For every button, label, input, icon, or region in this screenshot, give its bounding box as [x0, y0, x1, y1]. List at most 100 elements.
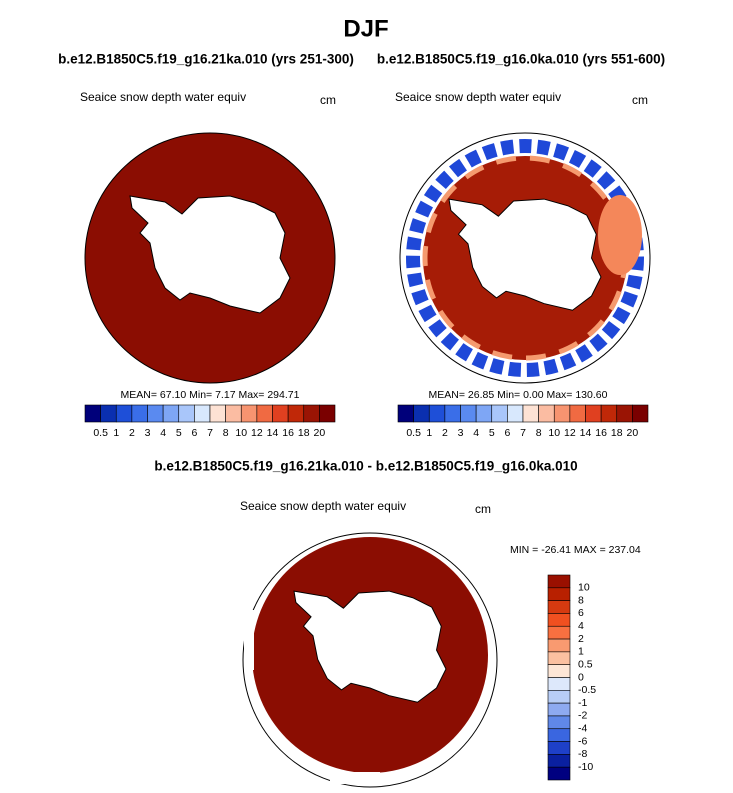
- colorbar-box: [547, 613, 571, 627]
- colorbar-box: [240, 404, 258, 423]
- colorbar-box: [225, 404, 242, 423]
- colorbar-box: [547, 625, 571, 640]
- colorbar-box: [547, 754, 571, 768]
- colorbar-label: 0.5: [578, 658, 593, 670]
- colorbar-label: 20: [627, 427, 639, 439]
- colorbar-label: 16: [595, 427, 607, 439]
- colorbar-box: [272, 404, 289, 423]
- colorbar-label: 6: [578, 607, 584, 619]
- colorbar-box: [547, 587, 571, 601]
- colorbar-label: 14: [580, 427, 592, 439]
- subtitle: b.e12.B1850C5.f19_g16.21ka.010 (yrs 251-…: [58, 52, 354, 67]
- colorbar-box: [547, 677, 571, 691]
- colorbar-label: 7: [520, 427, 526, 439]
- panel-label: Seaice snow depth water equiv: [240, 499, 406, 513]
- colorbar-box: [600, 404, 618, 423]
- colorbar-label: 0.5: [93, 427, 108, 439]
- colorbar-box: [547, 741, 571, 755]
- units: cm: [475, 502, 491, 516]
- colorbar-box: [209, 404, 226, 423]
- colorbar-box: [287, 404, 305, 423]
- colorbar-box: [491, 404, 508, 423]
- colorbar-label: 0: [578, 671, 584, 683]
- colorbar-box: [538, 404, 555, 423]
- colorbar-label: 2: [129, 427, 135, 439]
- colorbar-box: [460, 404, 477, 423]
- colorbar-box: [547, 600, 571, 614]
- colorbar-label: 10: [578, 582, 590, 594]
- colorbar-box: [428, 404, 446, 423]
- colorbar-label: 8: [223, 427, 229, 439]
- colorbar-label: 5: [489, 427, 495, 439]
- colorbar-box: [319, 404, 336, 423]
- colorbar-box: [194, 404, 211, 423]
- units: cm: [320, 93, 336, 107]
- colorbar-label: 14: [267, 427, 279, 439]
- panel-label: Seaice snow depth water equiv: [395, 90, 561, 104]
- colorbar-box: [585, 404, 602, 423]
- colorbar-label: 8: [578, 594, 584, 606]
- colorbar-label: -6: [578, 735, 587, 747]
- colorbar-box: [131, 404, 148, 423]
- colorbar-label: 12: [251, 427, 263, 439]
- colorbar-box: [84, 404, 101, 423]
- colorbar-box: [444, 404, 461, 423]
- colorbar-label: 0.5: [406, 427, 421, 439]
- colorbar-box: [553, 404, 571, 423]
- colorbar-box: [547, 664, 571, 678]
- colorbar-label: -10: [578, 761, 593, 773]
- colorbar-label: -4: [578, 723, 587, 735]
- colorbar-box: [547, 651, 571, 665]
- colorbar-label: -0.5: [578, 684, 596, 696]
- stats: MEAN= 67.10 Min= 7.17 Max= 294.71: [121, 389, 300, 401]
- colorbar-label: 8: [536, 427, 542, 439]
- colorbar-box: [178, 404, 195, 423]
- stats: MIN = -26.41 MAX = 237.04: [510, 544, 641, 556]
- colorbar-box: [547, 702, 571, 717]
- colorbar-box: [507, 404, 524, 423]
- map: [399, 132, 651, 384]
- colorbars: 0.5 1 2 3 4 5 6 7 8 10 12 14 16 18 20 0.5 1 2 3 4 5 6 7 8 10 12 14…: [84, 404, 649, 781]
- colorbar-label: 10: [235, 427, 247, 439]
- colorbar-label: 4: [578, 620, 584, 632]
- colorbar-label: 2: [442, 427, 448, 439]
- colorbar-box: [100, 404, 117, 423]
- colorbar-label: 3: [458, 427, 464, 439]
- colorbar-box: [303, 404, 320, 423]
- colorbar-label: 6: [191, 427, 197, 439]
- stats: MEAN= 26.85 Min= 0.00 Max= 130.60: [429, 389, 608, 401]
- colorbar-box: [547, 690, 571, 704]
- colorbar-label: 10: [548, 427, 560, 439]
- diff-title: b.e12.B1850C5.f19_g16.21ka.010 - b.e12.B…: [154, 459, 577, 474]
- map: [84, 132, 336, 384]
- colorbar-box: [256, 404, 273, 423]
- colorbar-box: [397, 404, 414, 423]
- colorbar-box: [547, 715, 571, 730]
- colorbar-label: 2: [578, 633, 584, 645]
- colorbar-label: 1: [113, 427, 119, 439]
- colorbar-box: [413, 404, 430, 423]
- colorbar-box: [547, 638, 571, 653]
- colorbar-label: 18: [298, 427, 310, 439]
- colorbar-label: -8: [578, 748, 587, 760]
- colorbar-label: 1: [578, 646, 584, 658]
- panel-label: Seaice snow depth water equiv: [80, 90, 246, 104]
- colorbar-box: [475, 404, 493, 423]
- colorbar-label: 20: [314, 427, 326, 439]
- colorbar-label: 5: [176, 427, 182, 439]
- colorbar-label: 3: [145, 427, 151, 439]
- colorbar-label: 4: [473, 427, 479, 439]
- title: DJF: [343, 15, 388, 42]
- colorbar-label: 18: [611, 427, 623, 439]
- colorbar-box: [115, 404, 133, 423]
- colorbar-label: 16: [282, 427, 294, 439]
- units: cm: [632, 93, 648, 107]
- colorbar-label: 12: [564, 427, 576, 439]
- colorbar-box: [147, 404, 164, 423]
- colorbar-label: -1: [578, 697, 587, 709]
- colorbar-box: [162, 404, 180, 423]
- colorbar-label: 1: [426, 427, 432, 439]
- colorbar-box: [547, 728, 571, 742]
- colorbar-box: [632, 404, 649, 423]
